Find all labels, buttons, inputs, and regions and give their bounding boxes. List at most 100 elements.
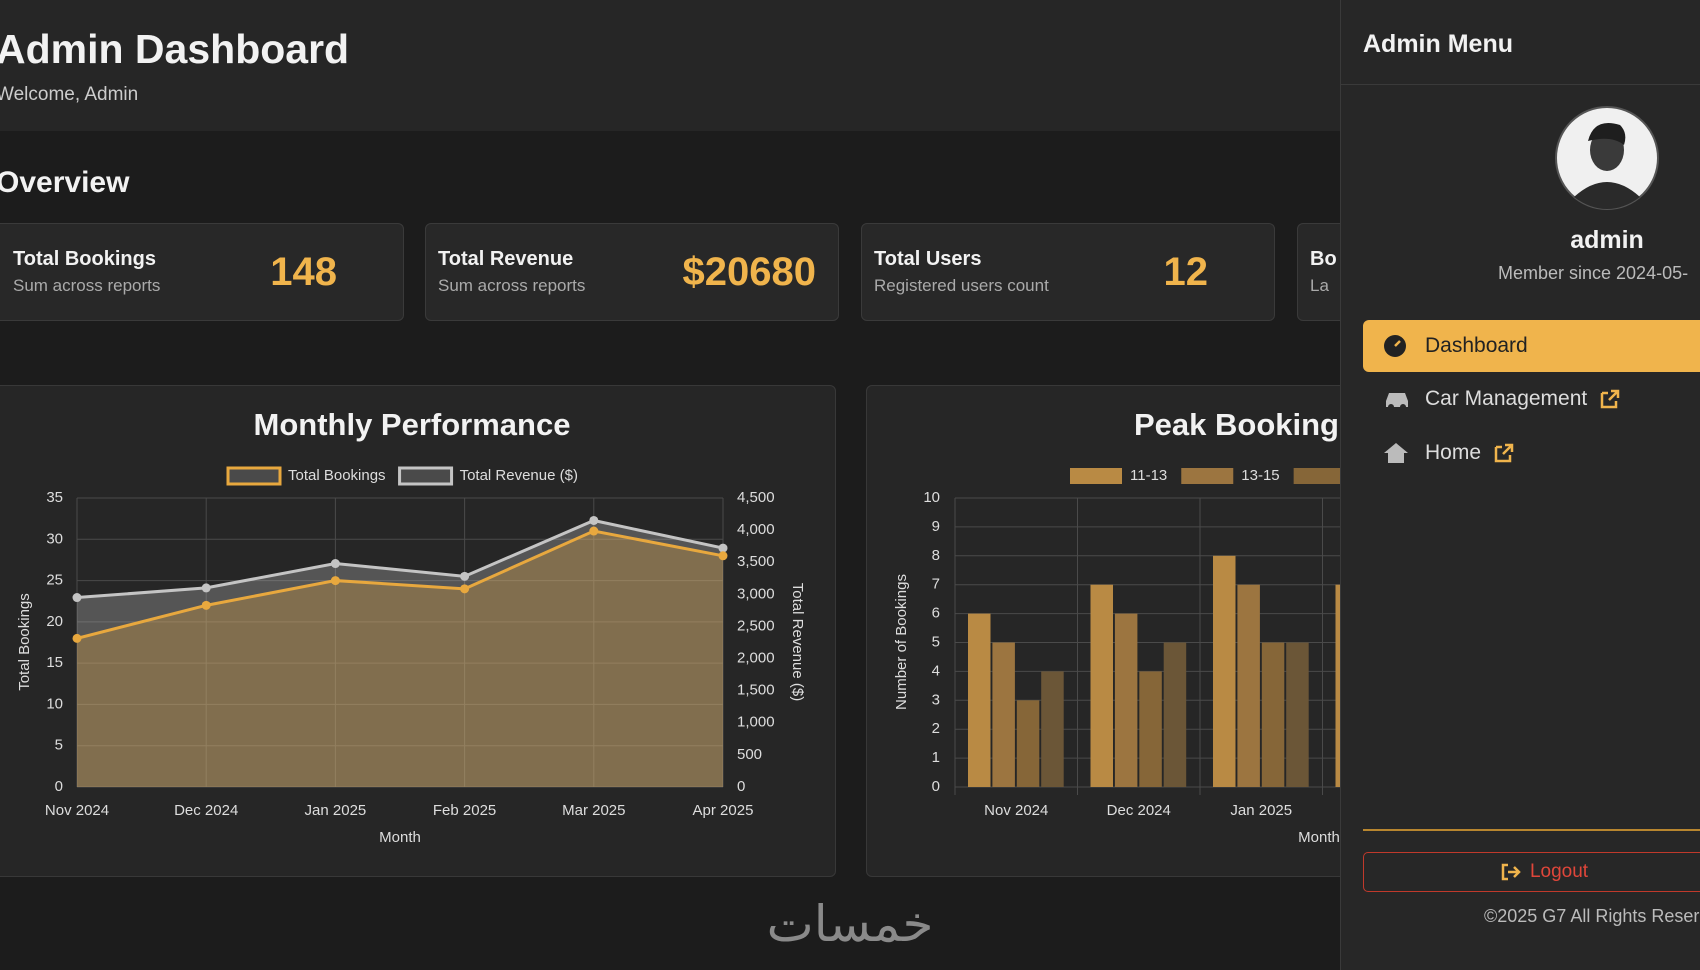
avatar [1555,106,1659,210]
y-tick-label: 25 [46,572,63,589]
y-tick-label: 5 [55,737,63,754]
member-since: Member since 2024-05- [1498,263,1689,283]
stat-card: Total Revenue Sum across reports $20680 [425,223,839,321]
legend-label: Total Revenue ($) [460,467,578,484]
bar [992,642,1015,787]
point [330,576,340,586]
bar [1286,642,1309,787]
legend-swatch [398,466,454,486]
bar [1041,671,1064,787]
card-value: 148 [270,250,337,294]
y-tick-label: 0 [737,778,745,795]
card-value: 12 [1163,250,1209,294]
y-tick-label: 0 [55,778,63,795]
point [718,551,728,561]
x-tick-label: Feb 2025 [433,802,496,819]
legend-swatch [1181,468,1234,484]
menu-label: Home [1425,441,1482,464]
bar [968,613,991,787]
divider [1341,84,1700,85]
card-title: Total Bookings [13,248,156,270]
watermark: خمسات [766,896,934,952]
legend-label: Total Bookings [288,467,386,484]
y-tick-label: 6 [932,605,940,622]
y-tick-label: 1,000 [737,714,775,731]
x-tick-label: Jan 2025 [305,802,367,819]
y-tick-label: 10 [923,489,940,506]
y-tick-label: 3,000 [737,585,775,602]
username: admin [1570,226,1644,254]
menu-item[interactable]: Car Management [1363,373,1700,425]
welcome: Welcome, Admin [0,84,139,105]
x-tick-label: Jan 2025 [1230,802,1292,819]
section-title: Overview [0,166,130,199]
y-tick-label: 35 [46,489,63,506]
y-tick-label: 8 [932,547,940,564]
area [77,531,723,787]
menu-label: Car Management [1425,387,1588,410]
bar [1163,642,1187,787]
y-tick-label: 1,500 [737,682,775,699]
area [77,520,723,787]
line [76,529,724,640]
point [201,583,211,593]
bar [1016,700,1040,787]
divider [1363,829,1700,831]
stat-card: Total Users Registered users count 12 [861,223,1275,321]
y-tick-label: 9 [932,518,940,535]
bar [1237,584,1260,787]
bar [1090,584,1113,787]
bar [1114,613,1138,787]
point [460,584,470,594]
y-tick-label: 0 [932,778,940,795]
y-axis-title: Number of Bookings [893,574,910,710]
icon [1501,863,1521,881]
page-title: Admin Dashboard [0,26,350,72]
card-subtitle: Registered users count [874,276,1049,295]
external-icon [1494,443,1514,463]
bar [1261,642,1285,787]
y-tick-label: 20 [46,613,63,630]
x-tick-label: Dec 2024 [174,802,238,819]
x-tick-label: Dec 2024 [1107,802,1171,819]
menu-item[interactable]: Home [1363,427,1700,479]
y-tick-label: 5 [932,633,940,650]
x-tick-label: Nov 2024 [984,802,1048,819]
copyright: ©2025 G7 All Rights Reser [1484,906,1700,926]
logout-button[interactable]: Logout [1363,852,1700,892]
y-tick-label: 2,000 [737,650,775,667]
card-value: $20680 [682,250,816,294]
y-tick-label: 3,500 [737,553,775,570]
card-title: Total Users [874,248,982,270]
y-tick-label: 4 [932,662,940,679]
legend-swatch [1070,468,1122,484]
menu-item[interactable]: Dashboard [1363,320,1700,372]
card-title: Total Revenue [438,248,574,270]
card-title: Bo [1310,248,1337,270]
line [76,518,724,600]
y-tick-label: 10 [46,695,63,712]
logout-label: Logout [1529,861,1589,882]
x-tick-label: Nov 2024 [45,802,109,819]
x-tick-label: Mar 2025 [562,802,625,819]
y-tick-label: 1 [932,749,940,766]
point [72,633,82,643]
card-subtitle: Sum across reports [13,276,161,295]
y-tick-label: 2 [932,720,940,737]
point [330,559,340,569]
y-tick-label: 15 [46,654,63,671]
icon [1384,443,1408,463]
legend-swatch [226,466,282,486]
legend-label: 13-15 [1241,467,1279,484]
point [589,526,599,536]
x-axis-title: Month [1298,829,1340,846]
bar [1213,555,1236,787]
external-icon [1601,389,1620,409]
y-tick-label: 4,000 [737,521,775,538]
legend-label: 11-13 [1130,467,1167,484]
card-subtitle: Sum across reports [438,276,586,295]
point [718,543,728,553]
card-subtitle: La [1310,276,1329,295]
